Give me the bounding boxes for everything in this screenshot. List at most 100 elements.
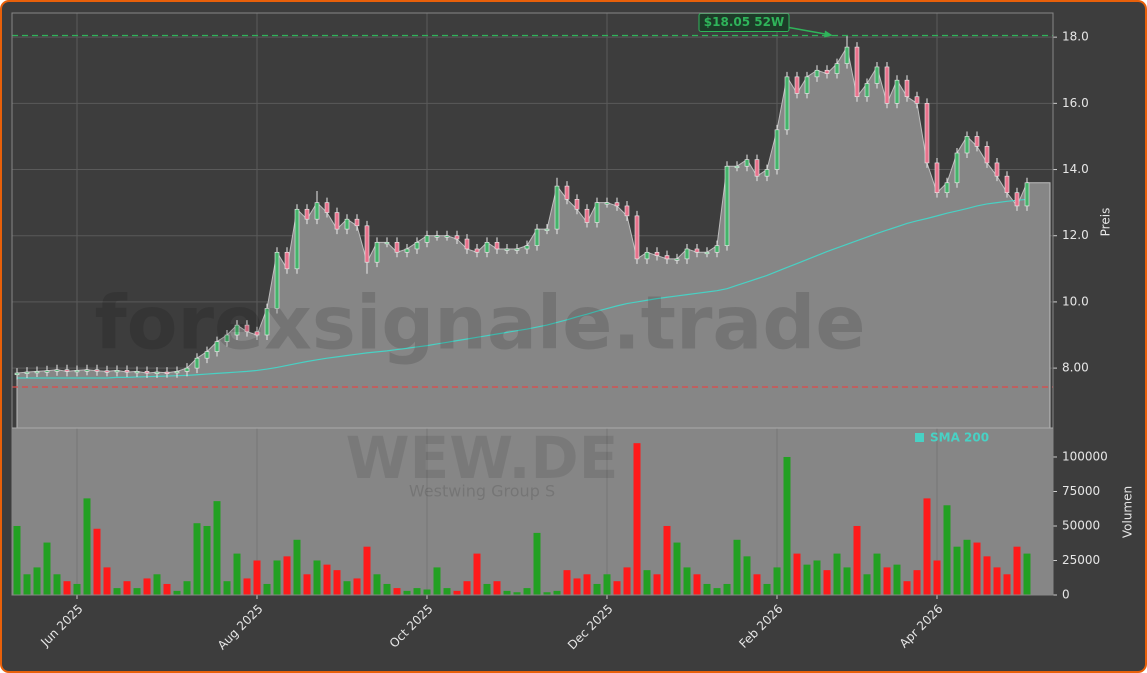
volume-bar [123, 581, 131, 595]
candle-body [1024, 182, 1030, 207]
candle-body [284, 251, 290, 270]
candle-body [484, 242, 490, 253]
volume-bar [383, 583, 391, 595]
candle-body [584, 208, 590, 223]
candle-body [234, 324, 240, 336]
volume-bar [143, 578, 151, 595]
volume-bar [913, 570, 921, 595]
candle-body [224, 334, 230, 342]
candle-body [754, 159, 760, 177]
volume-bar [923, 498, 931, 595]
volume-bar [233, 553, 241, 595]
volume-bar [613, 581, 621, 595]
volume-bar [43, 542, 51, 595]
volume-bar [693, 574, 701, 595]
candle-body [664, 255, 670, 260]
volume-bar [733, 539, 741, 595]
volume-bar [783, 456, 791, 595]
annotation-label: $18.05 52W [704, 15, 784, 29]
volume-tick-label: 50000 [1062, 518, 1100, 532]
volume-bar [393, 588, 401, 595]
volume-bar [663, 525, 671, 595]
candle-body [84, 369, 90, 372]
volume-bar [833, 553, 841, 595]
volume-bar [793, 553, 801, 595]
candle-body [534, 228, 540, 246]
volume-bar [453, 590, 461, 595]
volume-bar [313, 560, 321, 595]
volume-bar [873, 553, 881, 595]
candle-body [444, 235, 450, 238]
watermark: forexsignale.trade [94, 281, 865, 367]
candle-body [144, 371, 150, 374]
candle-body [374, 242, 380, 263]
volume-bar [13, 525, 21, 595]
volume-bar [253, 560, 261, 595]
candle-body [944, 182, 950, 194]
volume-bar [653, 574, 661, 595]
volume-bar [763, 583, 771, 595]
candle-body [734, 165, 740, 169]
plot-border [11, 12, 1054, 596]
y-tick-label: 8.00 [1062, 361, 1089, 375]
candle-body [874, 66, 880, 84]
volume-bar [933, 560, 941, 595]
candle-body [314, 202, 320, 220]
volume-bar [603, 574, 611, 595]
symbol-watermark: WEW.DE [346, 424, 619, 492]
candle-body [714, 245, 720, 253]
volume-bar [843, 567, 851, 595]
candle-body [124, 370, 130, 373]
candle-body [64, 369, 70, 372]
candle-body [394, 242, 400, 253]
volume-bar [463, 581, 471, 595]
candle-body [614, 202, 620, 207]
candle-body [814, 69, 820, 78]
volume-bar [163, 583, 171, 595]
candle-body [884, 66, 890, 104]
volume-bar [753, 574, 761, 595]
candle-body [894, 79, 900, 104]
candle-body [804, 76, 810, 94]
volume-bar [1013, 546, 1021, 595]
candle-body [114, 370, 120, 373]
candle-body [974, 136, 980, 147]
candle-body [594, 202, 600, 223]
candle-body [1004, 175, 1010, 194]
candle-body [104, 370, 110, 373]
candle-body [414, 242, 420, 250]
volume-bar [953, 546, 961, 595]
candle-body [904, 79, 910, 98]
volume-bar [203, 525, 211, 595]
candle-body [674, 258, 680, 261]
volume-bar [403, 590, 411, 595]
volume-bar [713, 588, 721, 595]
candle-body [454, 235, 460, 240]
candle-body [784, 76, 790, 131]
volume-bar [473, 553, 481, 595]
volume-bar [443, 588, 451, 595]
volume-bar [773, 567, 781, 595]
volume-bar [483, 583, 491, 595]
candle-body [554, 185, 560, 230]
volume-bar [973, 542, 981, 595]
candle-body [654, 251, 660, 256]
candle-body [304, 208, 310, 220]
candle-body [364, 225, 370, 263]
candle-body [644, 251, 650, 260]
volume-bar [503, 590, 511, 595]
candle-body [684, 248, 690, 260]
volume-bar [193, 523, 201, 595]
company-watermark: Westwing Group S [409, 482, 555, 501]
volume-bar [293, 539, 301, 595]
volume-bar [943, 505, 951, 595]
volume-bar [703, 583, 711, 595]
volume-bar [513, 592, 521, 595]
volume-tick-label: 75000 [1062, 484, 1100, 498]
volume-bar [183, 581, 191, 595]
candle-body [294, 208, 300, 270]
volume-bar [863, 574, 871, 595]
candle-body [474, 248, 480, 253]
volume-bar [583, 574, 591, 595]
